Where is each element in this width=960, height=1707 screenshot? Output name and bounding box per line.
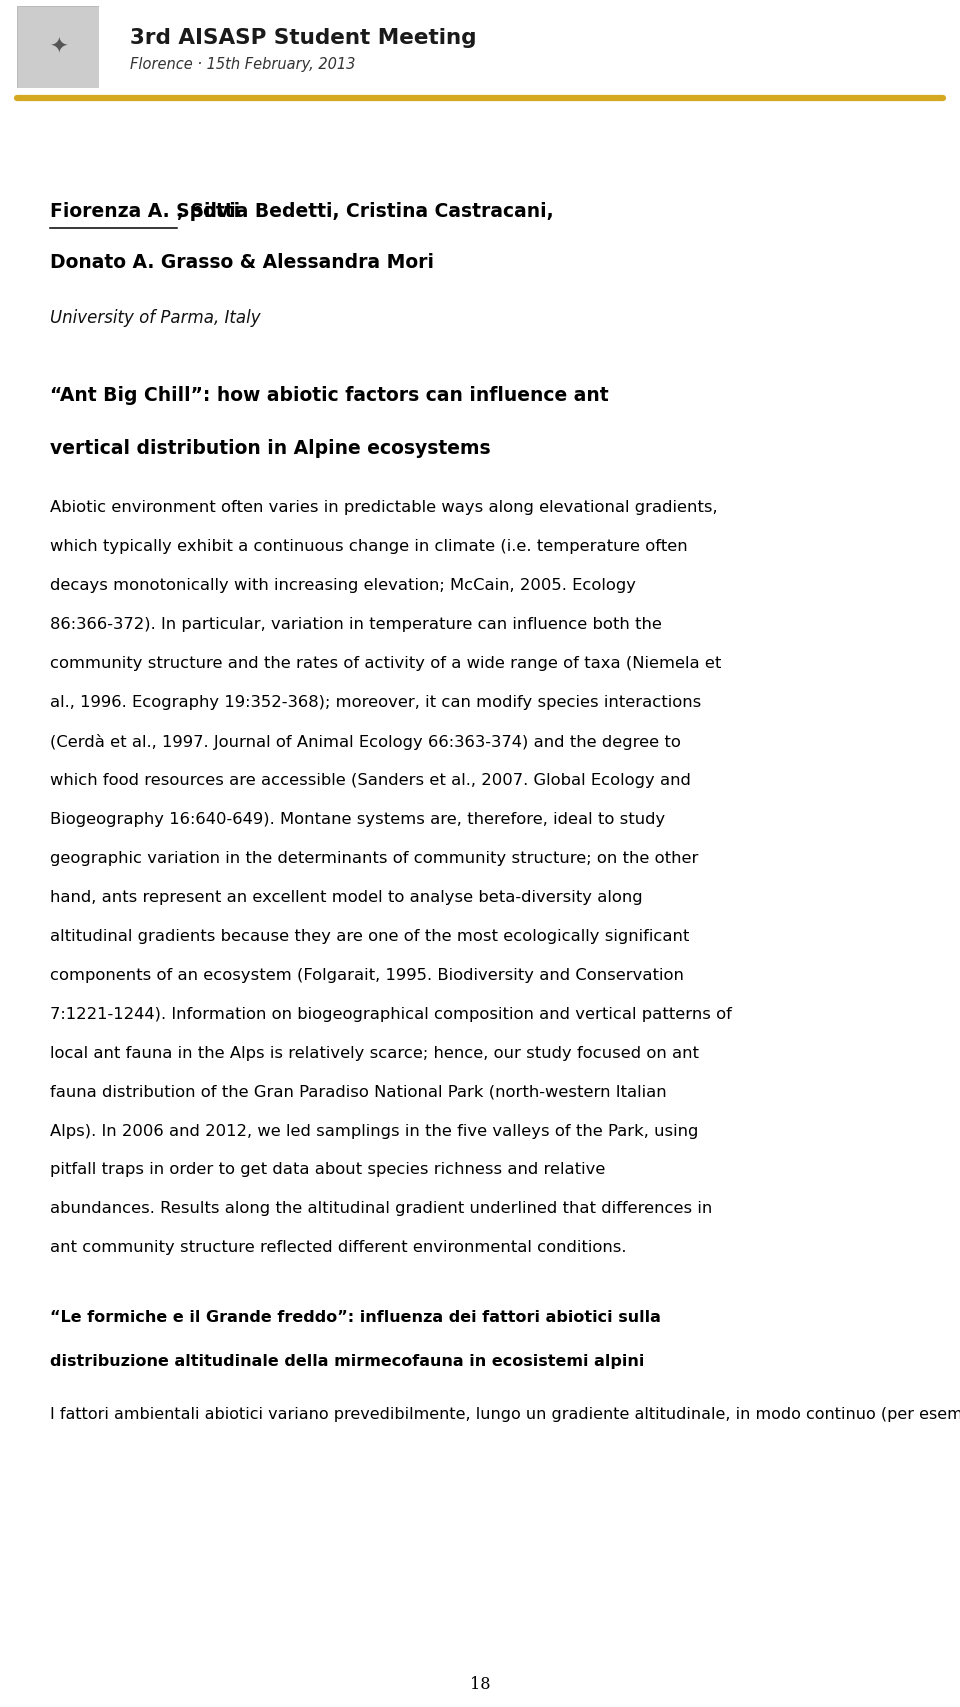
Text: 3rd AISASP Student Meeting: 3rd AISASP Student Meeting bbox=[130, 27, 476, 48]
Text: geographic variation in the determinants of community structure; on the other: geographic variation in the determinants… bbox=[50, 850, 698, 865]
Text: local ant fauna in the Alps is relatively scarce; hence, our study focused on an: local ant fauna in the Alps is relativel… bbox=[50, 1045, 699, 1060]
Text: Abiotic environment often varies in predictable ways along elevational gradients: Abiotic environment often varies in pred… bbox=[50, 500, 717, 516]
Text: 86:366-372). In particular, variation in temperature can influence both the: 86:366-372). In particular, variation in… bbox=[50, 616, 661, 632]
Text: al., 1996. Ecography 19:352-368); moreover, it can modify species interactions: al., 1996. Ecography 19:352-368); moreov… bbox=[50, 695, 701, 710]
Text: 7:1221-1244). Information on biogeographical composition and vertical patterns o: 7:1221-1244). Information on biogeograph… bbox=[50, 1005, 732, 1021]
Text: University of Parma, Italy: University of Parma, Italy bbox=[50, 309, 260, 328]
Text: abundances. Results along the altitudinal gradient underlined that differences i: abundances. Results along the altitudina… bbox=[50, 1200, 712, 1215]
Text: Florence · 15th February, 2013: Florence · 15th February, 2013 bbox=[130, 58, 355, 72]
Text: which food resources are accessible (Sanders et al., 2007. Global Ecology and: which food resources are accessible (San… bbox=[50, 773, 691, 787]
Text: Donato A. Grasso & Alessandra Mori: Donato A. Grasso & Alessandra Mori bbox=[50, 253, 434, 271]
Text: , Silvia Bedetti, Cristina Castracani,: , Silvia Bedetti, Cristina Castracani, bbox=[177, 201, 554, 220]
Text: “Ant Big Chill”: how abiotic factors can influence ant: “Ant Big Chill”: how abiotic factors can… bbox=[50, 386, 609, 405]
Text: vertical distribution in Alpine ecosystems: vertical distribution in Alpine ecosyste… bbox=[50, 439, 491, 457]
Text: Fiorenza A. Spotti: Fiorenza A. Spotti bbox=[50, 201, 240, 220]
Text: ✦: ✦ bbox=[49, 38, 67, 58]
Text: which typically exhibit a continuous change in climate (i.e. temperature often: which typically exhibit a continuous cha… bbox=[50, 539, 687, 555]
Text: components of an ecosystem (Folgarait, 1995. Biodiversity and Conservation: components of an ecosystem (Folgarait, 1… bbox=[50, 968, 684, 982]
Text: pitfall traps in order to get data about species richness and relative: pitfall traps in order to get data about… bbox=[50, 1162, 606, 1176]
Text: altitudinal gradients because they are one of the most ecologically significant: altitudinal gradients because they are o… bbox=[50, 929, 689, 944]
Text: “Le formiche e il Grande freddo”: influenza dei fattori abiotici sulla: “Le formiche e il Grande freddo”: influe… bbox=[50, 1309, 660, 1325]
Text: distribuzione altitudinale della mirmecofauna in ecosistemi alpini: distribuzione altitudinale della mirmeco… bbox=[50, 1354, 644, 1369]
Text: Alps). In 2006 and 2012, we led samplings in the five valleys of the Park, using: Alps). In 2006 and 2012, we led sampling… bbox=[50, 1123, 698, 1139]
Text: I fattori ambientali abiotici variano prevedibilmente, lungo un gradiente altitu: I fattori ambientali abiotici variano pr… bbox=[50, 1407, 960, 1422]
Text: 18: 18 bbox=[469, 1675, 491, 1692]
Text: decays monotonically with increasing elevation; McCain, 2005. Ecology: decays monotonically with increasing ele… bbox=[50, 579, 636, 592]
Text: ant community structure reflected different environmental conditions.: ant community structure reflected differ… bbox=[50, 1239, 627, 1255]
Text: (Cerdà et al., 1997. Journal of Animal Ecology 66:363-374) and the degree to: (Cerdà et al., 1997. Journal of Animal E… bbox=[50, 734, 681, 749]
Text: hand, ants represent an excellent model to analyse beta-diversity along: hand, ants represent an excellent model … bbox=[50, 889, 642, 905]
Text: community structure and the rates of activity of a wide range of taxa (Niemela e: community structure and the rates of act… bbox=[50, 655, 721, 671]
Text: Biogeography 16:640-649). Montane systems are, therefore, ideal to study: Biogeography 16:640-649). Montane system… bbox=[50, 811, 665, 826]
Text: fauna distribution of the Gran Paradiso National Park (north-western Italian: fauna distribution of the Gran Paradiso … bbox=[50, 1084, 666, 1099]
